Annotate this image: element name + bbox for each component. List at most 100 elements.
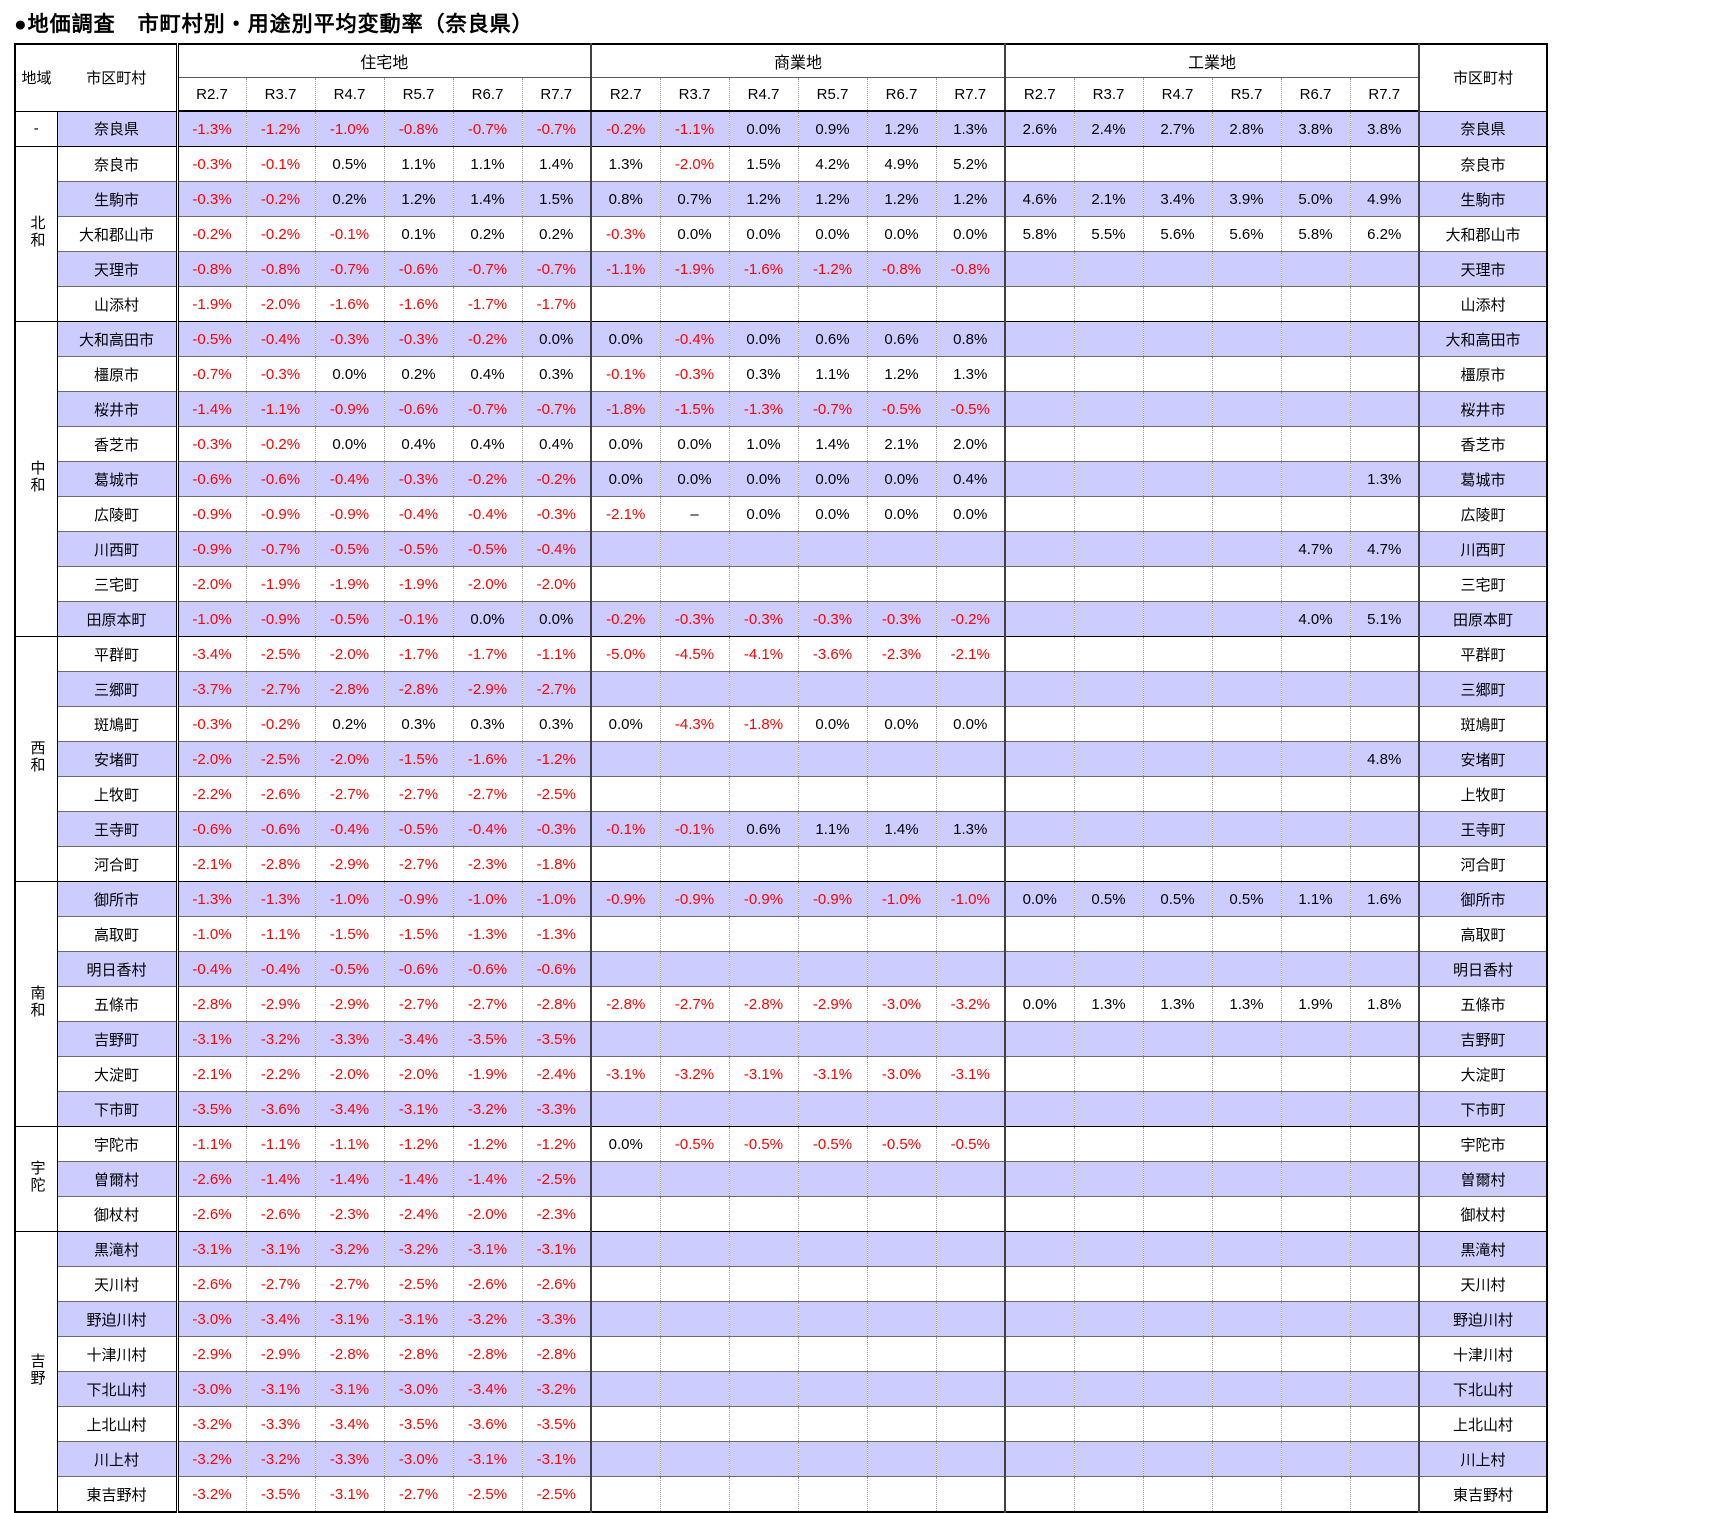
value-cell: -1.7% <box>452 286 522 322</box>
value-cell: -2.2% <box>175 776 246 812</box>
value-cell <box>1004 1301 1074 1337</box>
value-cell: -0.5% <box>314 531 384 567</box>
value-cell <box>1211 356 1281 392</box>
value-cell <box>728 531 798 567</box>
region-cell: 北和 <box>15 146 58 322</box>
value-cell <box>1280 1266 1350 1302</box>
value-cell: 1.8% <box>1349 986 1419 1022</box>
value-cell <box>866 776 936 812</box>
value-cell <box>1349 776 1419 812</box>
municipality-cell: 上北山村 <box>57 1406 177 1442</box>
value-cell: 1.2% <box>866 110 936 147</box>
value-cell <box>1004 916 1074 952</box>
value-cell: 0.0% <box>728 461 798 497</box>
table-row: 安堵町 -2.0% -2.5% -2.0% -1.5% -1.6% -1.2% 4.8% 安堵町 <box>15 741 1547 777</box>
value-cell <box>728 286 798 322</box>
municipality-cell: 大淀町 <box>57 1056 177 1092</box>
value-cell <box>935 1441 1005 1477</box>
value-cell <box>659 1231 729 1267</box>
value-cell: 4.8% <box>1349 741 1419 777</box>
value-cell <box>1349 1196 1419 1232</box>
value-cell: -1.7% <box>452 636 522 672</box>
value-cell: 1.2% <box>935 181 1005 217</box>
value-cell: 1.3% <box>935 811 1005 847</box>
municipality-cell: 下北山村 <box>57 1371 177 1407</box>
value-cell: -3.4% <box>452 1371 522 1407</box>
value-cell <box>590 1231 660 1267</box>
value-cell: 0.0% <box>521 321 591 357</box>
value-cell <box>1349 426 1419 462</box>
municipality-cell-right: 下北山村 <box>1418 1371 1547 1407</box>
value-cell <box>659 1371 729 1407</box>
value-cell <box>1142 951 1212 987</box>
table-row: 生駒市 -0.3% -0.2% 0.2% 1.2% 1.4% 1.5% 0.8% 0.7% 1.2… <box>15 181 1547 217</box>
table-row: 広陵町 -0.9% -0.9% -0.9% -0.4% -0.4% -0.3% -2.1% –0… <box>15 496 1547 532</box>
value-cell: -1.6% <box>314 286 384 322</box>
value-cell: 1.1% <box>383 146 453 182</box>
value-cell <box>1142 1441 1212 1477</box>
value-cell <box>797 1336 867 1372</box>
value-cell <box>1073 356 1143 392</box>
value-cell: -3.1% <box>452 1231 522 1267</box>
value-cell <box>1211 1441 1281 1477</box>
value-cell: 3.9% <box>1211 181 1281 217</box>
value-cell: -0.6% <box>245 811 315 847</box>
value-cell: 6.2% <box>1349 216 1419 252</box>
municipality-cell: 大和郡山市 <box>57 216 177 252</box>
value-cell <box>590 1371 660 1407</box>
value-cell <box>1073 1406 1143 1442</box>
value-cell: -0.4% <box>245 321 315 357</box>
table-row: 下北山村 -3.0% -3.1% -3.1% -3.0% -3.4% -3.2% 下北山村 <box>15 1371 1547 1407</box>
value-cell <box>1349 951 1419 987</box>
value-cell: -0.3% <box>175 706 246 742</box>
value-cell <box>1142 321 1212 357</box>
value-cell <box>866 1301 936 1337</box>
value-cell: 0.0% <box>797 706 867 742</box>
value-cell: 1.2% <box>866 356 936 392</box>
value-cell <box>797 846 867 882</box>
value-cell: -2.0% <box>314 741 384 777</box>
value-cell <box>1073 1161 1143 1197</box>
value-cell: -1.4% <box>452 1161 522 1197</box>
value-cell <box>1142 1301 1212 1337</box>
value-cell <box>1349 1301 1419 1337</box>
value-cell <box>1004 496 1074 532</box>
municipality-cell: 広陵町 <box>57 496 177 532</box>
value-cell: 1.9% <box>1280 986 1350 1022</box>
value-cell: -0.9% <box>797 881 867 917</box>
municipality-cell-right: 王寺町 <box>1418 811 1547 847</box>
table-row: 川西町 -0.9% -0.7% -0.5% -0.5% -0.5% -0.4% 4.7% 4.7… <box>15 531 1547 567</box>
value-cell: 0.3% <box>452 706 522 742</box>
value-cell <box>866 1336 936 1372</box>
value-cell: 1.3% <box>1073 986 1143 1022</box>
value-cell: -0.6% <box>383 251 453 287</box>
value-cell: -2.1% <box>590 496 660 532</box>
value-cell <box>935 1336 1005 1372</box>
value-cell: -1.4% <box>383 1161 453 1197</box>
value-cell <box>866 1091 936 1127</box>
value-cell: -0.5% <box>452 531 522 567</box>
value-cell: 1.3% <box>935 356 1005 392</box>
value-cell <box>1073 951 1143 987</box>
value-cell <box>1142 916 1212 952</box>
value-cell: -0.3% <box>590 216 660 252</box>
value-cell: -1.9% <box>383 566 453 602</box>
value-cell: 0.0% <box>728 110 798 147</box>
municipality-column-header-left: 市区町村 <box>57 44 177 111</box>
value-cell: 5.5% <box>1073 216 1143 252</box>
value-cell <box>1073 1126 1143 1162</box>
value-cell: 0.6% <box>728 811 798 847</box>
value-cell <box>797 951 867 987</box>
value-cell <box>590 286 660 322</box>
value-cell: -3.1% <box>314 1371 384 1407</box>
value-cell <box>1349 1266 1419 1302</box>
value-cell: -4.3% <box>659 706 729 742</box>
value-cell <box>1142 671 1212 707</box>
value-cell <box>659 1021 729 1057</box>
table-row: 南和 御所市 -1.3% -1.3% -1.0% -0.9% -1.0% -1.0% -0.9%… <box>15 881 1547 1127</box>
municipality-cell: 葛城市 <box>57 461 177 497</box>
region-label: - <box>33 120 39 138</box>
value-cell: -1.8% <box>590 391 660 427</box>
value-cell: -0.4% <box>452 811 522 847</box>
value-cell <box>1211 741 1281 777</box>
